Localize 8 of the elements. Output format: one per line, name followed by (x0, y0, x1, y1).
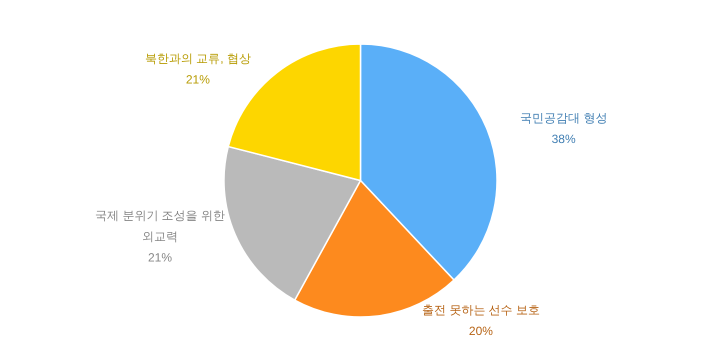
slice-label: 국제 분위기 조성을 위한 외교력 (95, 208, 226, 244)
data-label: 21% (148, 250, 172, 265)
data-label: 21% (186, 72, 210, 86)
slice-label: 북한과의 교류, 협상 (144, 51, 251, 66)
slice-label: 출전 못하는 선수 보호 (422, 303, 540, 318)
data-label: 20% (468, 324, 494, 338)
slice-label: 국민공감대 형성 (520, 110, 608, 125)
data-label: 38% (552, 132, 576, 146)
